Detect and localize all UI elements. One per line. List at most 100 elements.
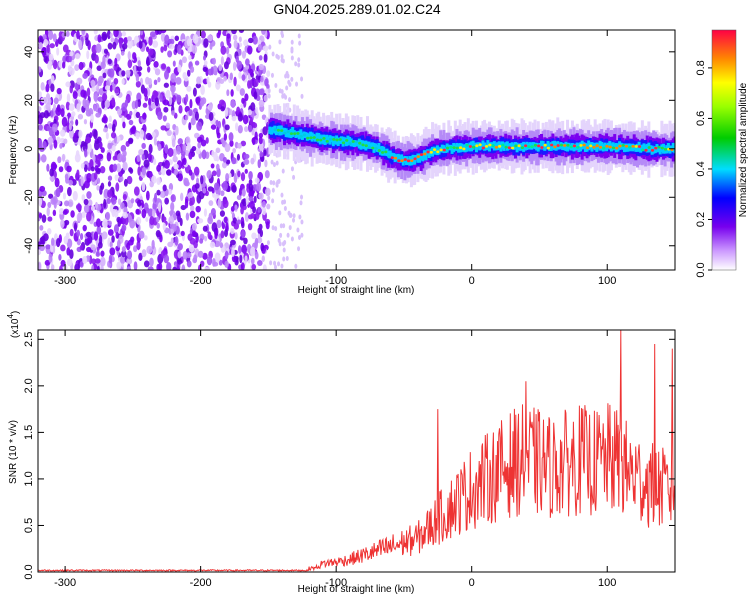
spectrogram-noise-cell xyxy=(116,163,122,173)
spectrogram-noise-cell xyxy=(261,200,266,208)
spectrogram-peak-cell xyxy=(335,138,339,142)
spectrogram-peak-cell xyxy=(345,138,349,142)
spectrogram-noise-cell xyxy=(211,170,217,177)
spectrogram-noise-cell xyxy=(192,87,197,97)
spectrogram-noise-cell xyxy=(213,182,220,191)
spectrogram-noise-cell xyxy=(136,240,141,251)
spectrogram-noise-cell xyxy=(112,155,117,161)
spectrogram-noise-cell xyxy=(141,166,147,176)
spectrogram-noise-cell xyxy=(254,251,259,260)
spectrogram-peak-cell xyxy=(579,144,583,147)
spectrogram-peak-cell xyxy=(624,144,629,148)
spectrogram-noise-cell xyxy=(76,30,80,40)
spectrogram-signal-cell xyxy=(640,144,644,152)
spectrogram-noise-cell xyxy=(109,247,116,256)
spectrogram-noise-cell xyxy=(102,127,109,133)
colorbar-tick-label: 0.0 xyxy=(695,262,707,277)
spectrogram-noise-cell xyxy=(187,233,193,241)
spectrogram-noise-cell xyxy=(53,139,58,149)
spectrogram-noise-cell xyxy=(281,33,285,39)
spectrogram-noise-cell xyxy=(42,34,47,40)
spectrogram-noise-cell xyxy=(159,234,163,243)
spectrogram-noise-cell xyxy=(259,151,264,158)
spectrogram-noise-cell xyxy=(149,257,154,267)
spectrogram-noise-cell xyxy=(43,38,49,47)
spectrogram-noise-cell xyxy=(154,68,161,76)
spectrogram-noise-cell xyxy=(141,154,146,161)
spectrogram-peak-cell xyxy=(663,147,668,151)
spectrogram-noise-cell xyxy=(262,264,267,270)
spectrogram-noise-cell xyxy=(162,115,167,122)
spectrogram-noise-cell xyxy=(108,254,113,264)
spectrogram-noise-cell xyxy=(300,93,304,99)
spectrogram-signal-cell xyxy=(367,141,371,148)
spectrogram-noise-cell xyxy=(168,96,173,106)
spectrogram-noise-cell xyxy=(91,85,97,92)
spectrogram-peak-cell xyxy=(647,146,651,149)
spectrogram-peak-cell xyxy=(400,159,404,163)
spectrogram-signal-cell xyxy=(270,127,274,135)
spectrogram-noise-cell xyxy=(292,213,296,219)
spectrogram-signal-cell xyxy=(344,138,348,147)
spectrogram-noise-cell xyxy=(148,143,153,154)
spectrogram-noise-cell xyxy=(232,34,238,41)
spectrogram-peak-cell xyxy=(462,147,466,151)
spectrogram-noise-cell xyxy=(300,194,304,200)
spectrogram-noise-cell xyxy=(265,221,270,230)
spectrogram-noise-cell xyxy=(58,254,62,261)
spectrogram-noise-cell xyxy=(52,33,57,43)
spectrogram-noise-cell xyxy=(255,106,259,114)
spectrogram-noise-cell xyxy=(162,184,167,192)
spectrogram-noise-cell xyxy=(164,70,169,80)
spectrogram-noise-cell xyxy=(149,215,155,226)
spectrogram-peak-cell xyxy=(615,146,619,150)
spectrogram-noise-cell xyxy=(138,148,145,156)
spectrogram-peak-cell xyxy=(660,146,664,150)
spectrogram-signal-cell xyxy=(392,153,396,160)
spectrogram-noise-cell xyxy=(230,239,236,246)
spectrogram-noise-cell xyxy=(141,249,147,258)
spectrogram-signal-cell xyxy=(388,150,392,159)
spectrogram-noise-cell xyxy=(68,179,74,186)
spectrogram-noise-cell xyxy=(135,132,140,140)
spectrogram-noise-cell xyxy=(163,106,169,113)
spectrogram-noise-cell xyxy=(226,89,230,97)
spectrogram-noise-cell xyxy=(249,116,254,126)
spectrogram-noise-cell xyxy=(197,141,202,149)
spectrogram-noise-cell xyxy=(195,205,201,213)
spectrogram-peak-cell xyxy=(654,146,658,150)
spectrogram-noise-cell xyxy=(75,119,79,126)
spectrogram-noise-cell xyxy=(166,129,172,137)
spectrogram-noise-cell xyxy=(48,60,53,66)
spectrogram-noise-cell xyxy=(50,237,55,246)
spectrogram-noise-cell xyxy=(90,244,96,251)
spectrogram-noise-cell xyxy=(94,165,98,171)
spectrogram-peak-cell xyxy=(641,148,645,152)
spectrogram-noise-cell xyxy=(90,205,96,212)
spectrogram-noise-cell xyxy=(147,48,154,56)
spectrogram-noise-cell xyxy=(59,143,63,149)
spectrogram-peak-cell xyxy=(566,143,570,147)
spectrogram-peak-cell xyxy=(280,129,284,132)
spectrogram-noise-cell xyxy=(264,159,268,168)
spectrogram-noise-cell xyxy=(52,196,58,205)
colorbar-ticks: 0.0 0.2 0.4 0.6 0.8 xyxy=(695,60,712,278)
spectrogram-noise-cell xyxy=(89,158,94,168)
snr-scale-base: (x10 xyxy=(10,318,21,338)
spectrogram-noise-cell xyxy=(229,72,234,81)
spectrogram-noise-cell xyxy=(173,249,179,259)
spectrogram-noise-cell xyxy=(57,156,62,164)
spectrogram-noise-cell xyxy=(241,221,245,229)
spectrogram-noise-cell xyxy=(165,89,171,99)
spectrogram-noise-cell xyxy=(236,194,242,201)
spectrogram-noise-cell xyxy=(48,253,53,263)
spectrogram-noise-cell xyxy=(260,242,265,252)
spectrogram-noise-cell xyxy=(86,236,91,245)
spectrogram-noise-cell xyxy=(162,222,167,231)
spectrogram-noise-cell xyxy=(258,192,264,200)
spectrogram-noise-cell xyxy=(69,84,74,94)
y-tick-label: 1.5 xyxy=(23,425,35,440)
spectrogram-noise-cell xyxy=(112,163,118,172)
spectrogram-noise-cell xyxy=(74,153,81,163)
spectrogram-noise-cell xyxy=(120,50,125,56)
